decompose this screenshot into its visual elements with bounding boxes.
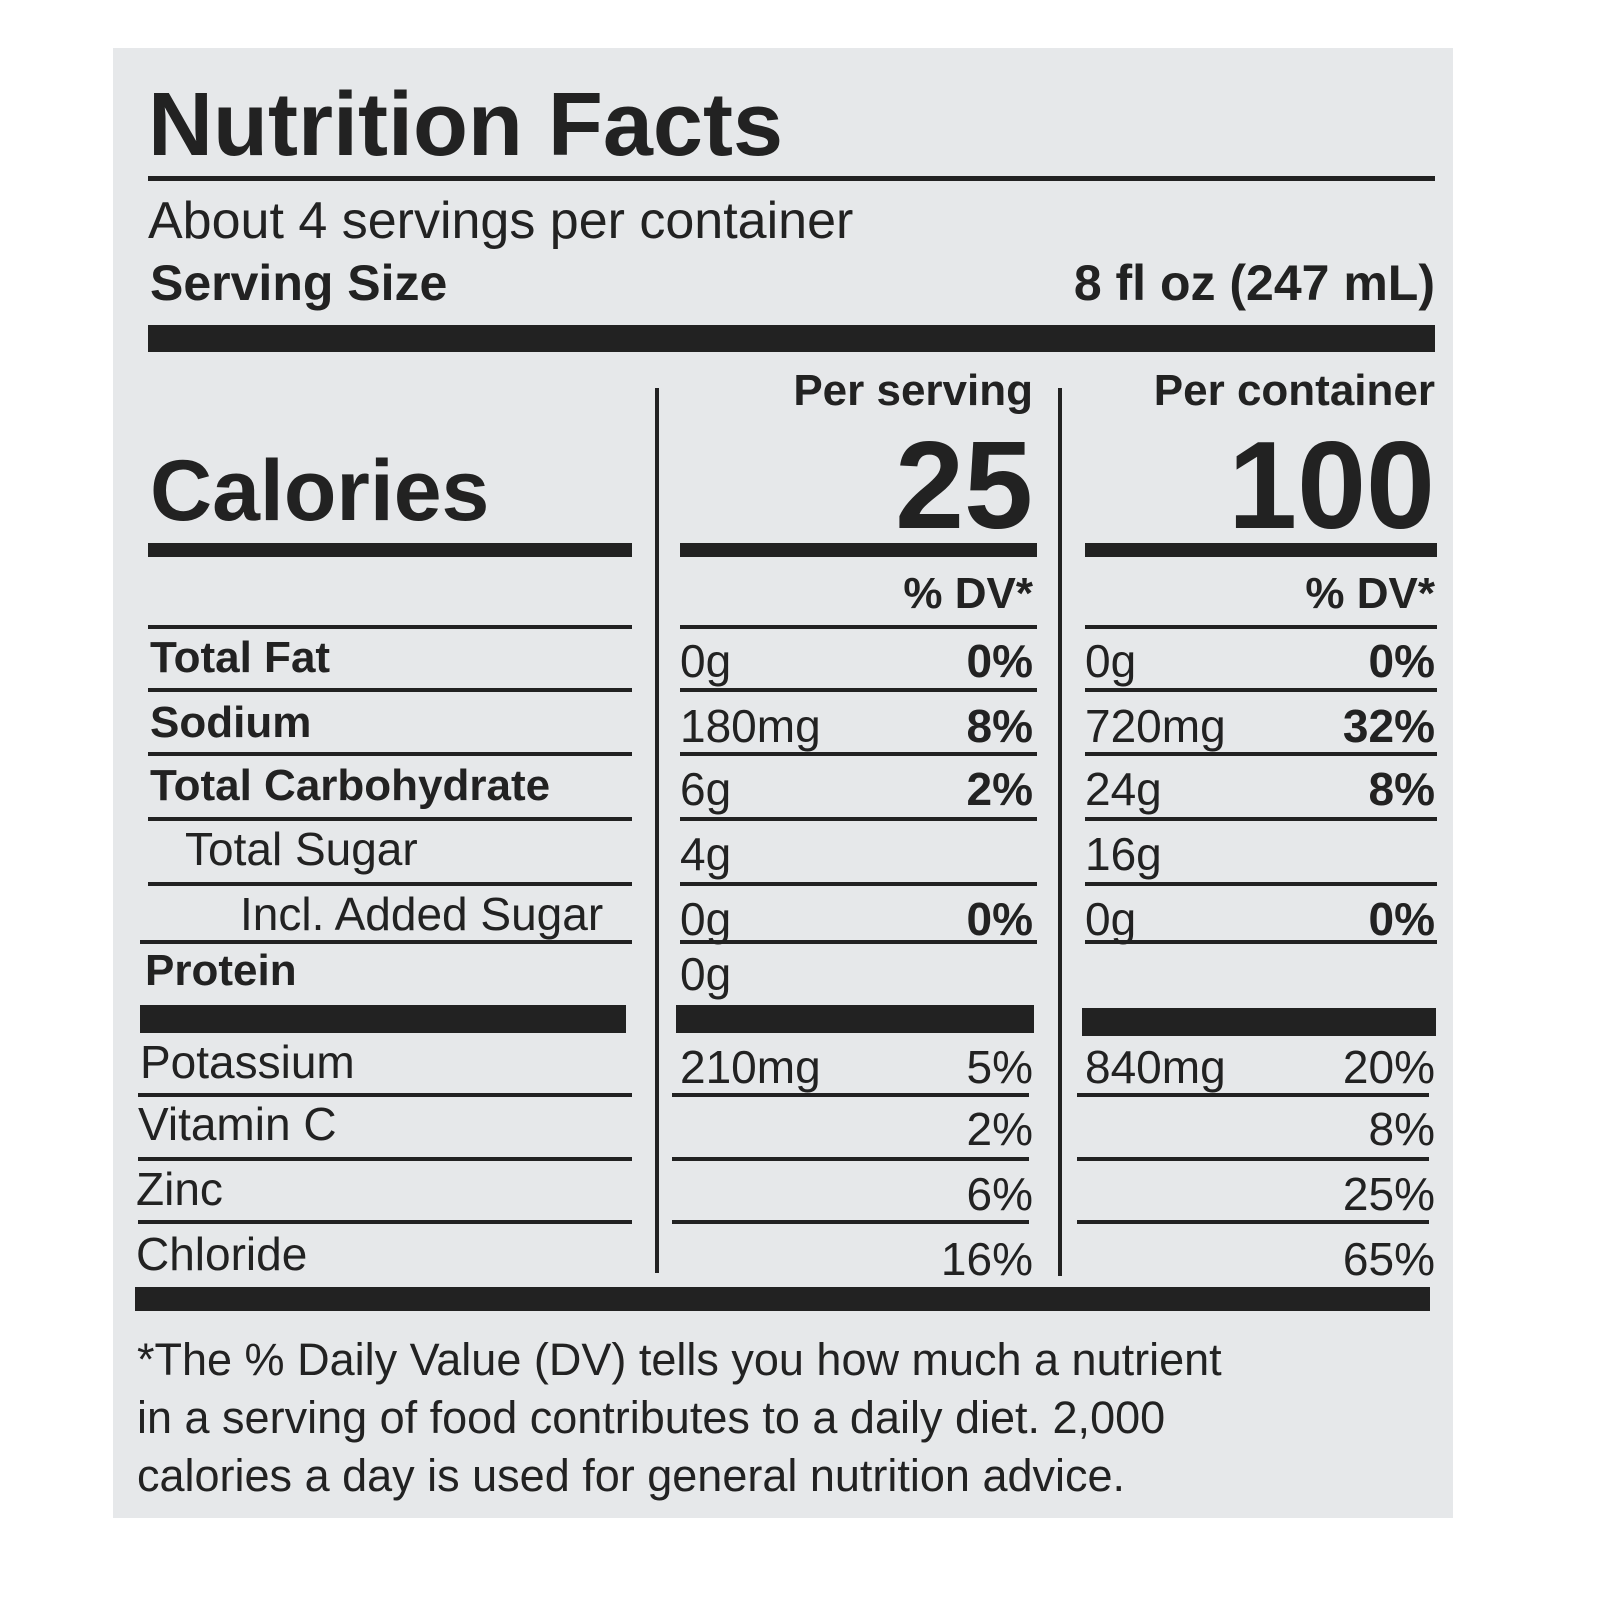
serving-size-label: Serving Size <box>150 255 447 311</box>
daily-value: 2% <box>967 763 1033 815</box>
nutrient-name: Chloride <box>136 1228 307 1280</box>
rule <box>148 176 1435 181</box>
calories-label: Calories <box>150 443 489 539</box>
serving-size-value: 8 fl oz (247 mL) <box>1074 255 1435 311</box>
divider <box>655 388 659 1273</box>
bar <box>148 543 632 557</box>
rule <box>1077 1093 1429 1097</box>
nutrient-name: Zinc <box>136 1163 223 1215</box>
rule <box>138 1093 632 1097</box>
rule <box>680 940 1037 944</box>
daily-value: 2% <box>967 1103 1033 1155</box>
thick-bar <box>148 325 1435 352</box>
amount: 6g <box>680 763 731 815</box>
rule <box>148 752 632 756</box>
dv-header: % DV* <box>1305 569 1435 618</box>
amount: 0g <box>1085 893 1136 945</box>
amount: 0g <box>680 635 731 687</box>
rule <box>680 817 1037 821</box>
thick-bar <box>676 1005 1034 1033</box>
amount: 24g <box>1085 763 1162 815</box>
rule <box>140 940 632 944</box>
rule <box>148 625 632 629</box>
servings: About 4 servings per container <box>148 192 853 250</box>
thick-bar <box>135 1287 1430 1311</box>
footnote: *The % Daily Value (DV) tells you how mu… <box>137 1334 1222 1385</box>
amount: 0g <box>680 893 731 945</box>
daily-value: 6% <box>967 1168 1033 1220</box>
amount: 210mg <box>680 1041 821 1093</box>
nutrient-name: Incl. Added Sugar <box>240 888 603 940</box>
amount: 180mg <box>680 700 821 752</box>
daily-value: 0% <box>1369 893 1435 945</box>
column-header: Per serving <box>793 366 1033 415</box>
thick-bar <box>140 1005 626 1033</box>
nutrient-name: Total Carbohydrate <box>150 761 550 810</box>
rule <box>148 817 632 821</box>
rule <box>138 1220 632 1224</box>
amount: 16g <box>1085 828 1162 880</box>
nutrient-name: Protein <box>145 946 297 995</box>
rule <box>680 882 1037 886</box>
rule <box>1085 882 1437 886</box>
column-header: Per container <box>1154 366 1435 415</box>
rule <box>148 688 632 692</box>
rule <box>680 688 1037 692</box>
nutrient-name: Total Sugar <box>185 823 418 875</box>
rule <box>1085 625 1437 629</box>
rule <box>1085 688 1437 692</box>
divider <box>1058 388 1062 1276</box>
rule <box>1077 1220 1429 1224</box>
daily-value: 0% <box>967 893 1033 945</box>
rule <box>148 882 632 886</box>
daily-value: 20% <box>1343 1041 1435 1093</box>
daily-value: 8% <box>967 700 1033 752</box>
daily-value: 8% <box>1369 1103 1435 1155</box>
bar <box>1085 543 1437 557</box>
rule <box>1077 1157 1429 1161</box>
amount: 720mg <box>1085 700 1226 752</box>
rule <box>680 625 1037 629</box>
daily-value: 25% <box>1343 1168 1435 1220</box>
nutrient-name: Vitamin C <box>138 1098 337 1150</box>
rule <box>138 1157 632 1161</box>
nutrient-name: Total Fat <box>150 633 330 682</box>
daily-value: 5% <box>967 1041 1033 1093</box>
title: Nutrition Facts <box>148 75 783 175</box>
amount: 0g <box>680 948 731 1000</box>
calories-value: 25 <box>895 417 1033 555</box>
rule <box>672 1220 1029 1224</box>
nutrient-name: Potassium <box>140 1036 355 1088</box>
daily-value: 16% <box>941 1233 1033 1285</box>
rule <box>672 1093 1029 1097</box>
thick-bar <box>1082 1008 1436 1036</box>
daily-value: 8% <box>1369 763 1435 815</box>
footnote: in a serving of food contributes to a da… <box>137 1392 1165 1443</box>
amount: 0g <box>1085 635 1136 687</box>
rule <box>672 1157 1029 1161</box>
amount: 840mg <box>1085 1041 1226 1093</box>
label-panel <box>113 48 1453 1518</box>
daily-value: 0% <box>967 635 1033 687</box>
rule <box>1085 817 1437 821</box>
amount: 4g <box>680 828 731 880</box>
rule <box>680 752 1037 756</box>
footnote: calories a day is used for general nutri… <box>137 1450 1125 1501</box>
rule <box>1085 940 1437 944</box>
rule <box>1085 752 1437 756</box>
daily-value: 0% <box>1369 635 1435 687</box>
daily-value: 32% <box>1343 700 1435 752</box>
daily-value: 65% <box>1343 1233 1435 1285</box>
calories-value: 100 <box>1228 417 1435 555</box>
bar <box>680 543 1037 557</box>
nutrient-name: Sodium <box>150 698 311 747</box>
dv-header: % DV* <box>903 569 1033 618</box>
